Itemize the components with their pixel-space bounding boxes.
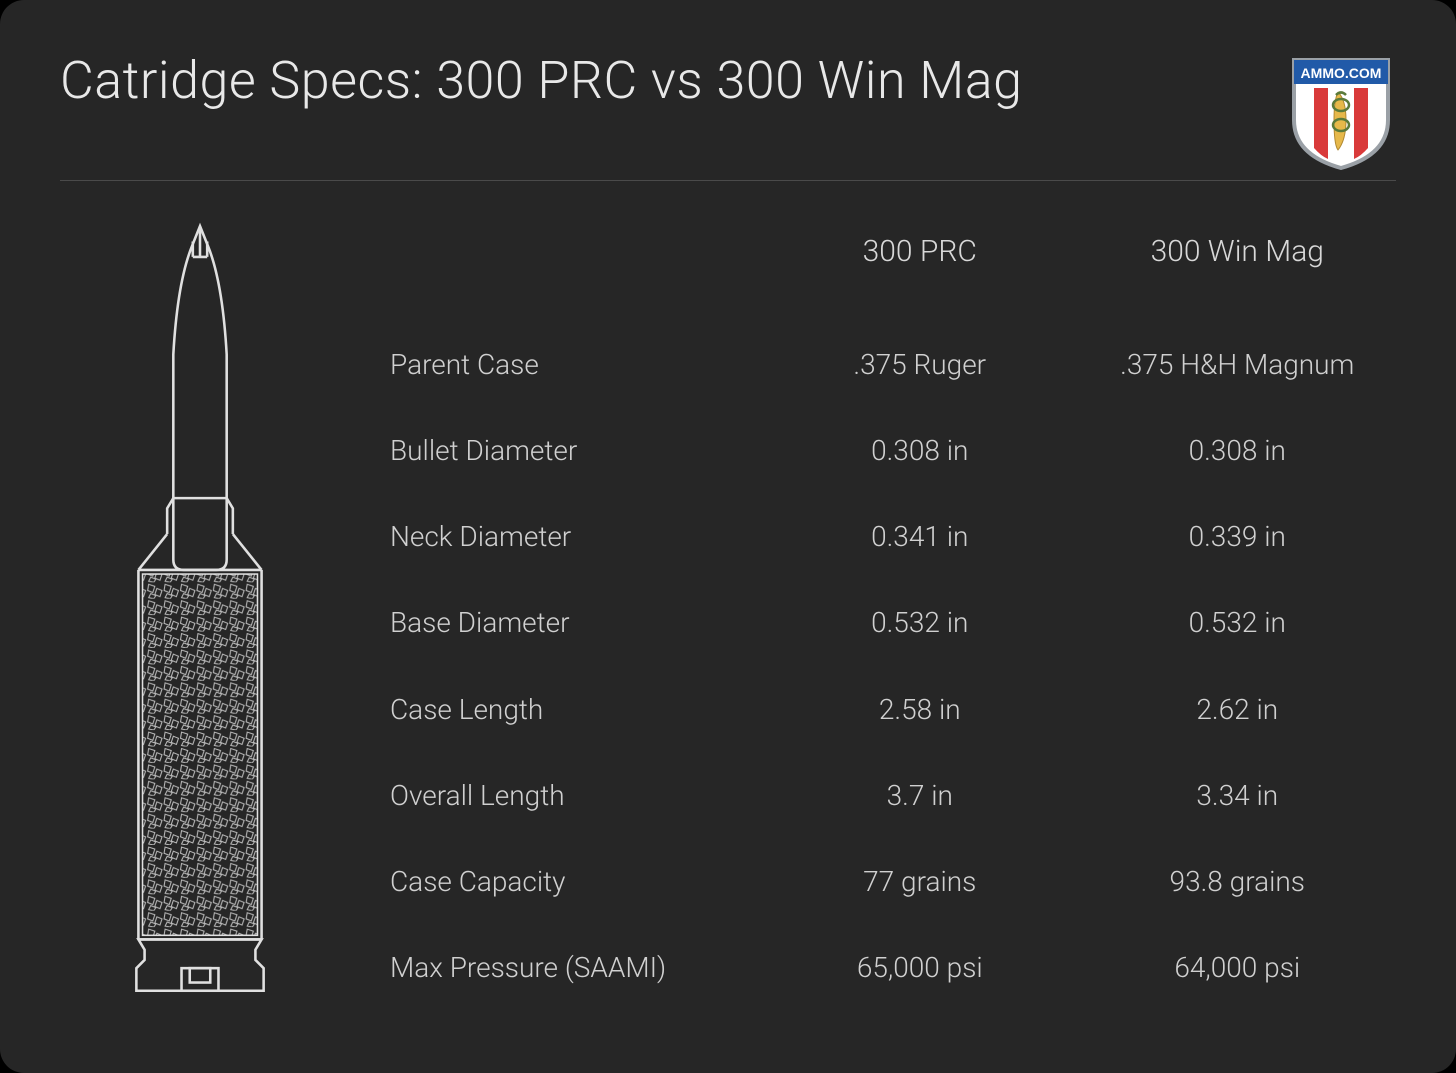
- table-row: Parent Case .375 Ruger .375 H&H Magnum: [380, 321, 1396, 407]
- row-label: Neck Diameter: [380, 520, 761, 553]
- cell: 93.8 grains: [1079, 865, 1397, 898]
- cell: 0.532 in: [761, 606, 1079, 639]
- cell: 3.7 in: [761, 779, 1079, 812]
- cell: 77 grains: [761, 865, 1079, 898]
- specs-table: 300 PRC 300 Win Mag Parent Case .375 Rug…: [380, 211, 1396, 1011]
- row-label: Bullet Diameter: [380, 434, 761, 467]
- table-row: Bullet Diameter 0.308 in 0.308 in: [380, 407, 1396, 493]
- page-title: Catridge Specs: 300 PRC vs 300 Win Mag: [60, 50, 1022, 111]
- cell: 2.58 in: [761, 693, 1079, 726]
- cell: 65,000 psi: [761, 951, 1079, 984]
- column-header-2: 300 Win Mag: [1079, 234, 1397, 269]
- ammo-logo: AMMO.COM: [1286, 50, 1396, 170]
- table-row: Max Pressure (SAAMI) 65,000 psi 64,000 p…: [380, 925, 1396, 1011]
- cell: 0.308 in: [761, 434, 1079, 467]
- row-label: Parent Case: [380, 348, 761, 381]
- infographic-card: Catridge Specs: 300 PRC vs 300 Win Mag A…: [0, 0, 1456, 1073]
- content-area: 300 PRC 300 Win Mag Parent Case .375 Rug…: [60, 211, 1396, 1011]
- cell: 3.34 in: [1079, 779, 1397, 812]
- cell: 0.532 in: [1079, 606, 1397, 639]
- table-row: Overall Length 3.7 in 3.34 in: [380, 752, 1396, 838]
- row-label: Case Capacity: [380, 865, 761, 898]
- cell: 0.339 in: [1079, 520, 1397, 553]
- table-row: Neck Diameter 0.341 in 0.339 in: [380, 494, 1396, 580]
- table-row: Case Length 2.58 in 2.62 in: [380, 666, 1396, 752]
- cartridge-icon: [95, 221, 305, 1001]
- row-label: Case Length: [380, 693, 761, 726]
- row-label: Base Diameter: [380, 606, 761, 639]
- cell: 0.341 in: [761, 520, 1079, 553]
- table-header: 300 PRC 300 Win Mag: [380, 211, 1396, 291]
- cell: .375 H&H Magnum: [1079, 348, 1397, 381]
- header-divider: [60, 180, 1396, 181]
- table-row: Base Diameter 0.532 in 0.532 in: [380, 580, 1396, 666]
- logo-text: AMMO.COM: [1301, 65, 1382, 81]
- row-label: Overall Length: [380, 779, 761, 812]
- cell: 0.308 in: [1079, 434, 1397, 467]
- shield-logo-icon: AMMO.COM: [1286, 50, 1396, 170]
- column-header-1: 300 PRC: [761, 234, 1079, 269]
- cartridge-illustration: [60, 211, 340, 1011]
- row-label: Max Pressure (SAAMI): [380, 951, 761, 984]
- cell: 64,000 psi: [1079, 951, 1397, 984]
- table-row: Case Capacity 77 grains 93.8 grains: [380, 839, 1396, 925]
- header: Catridge Specs: 300 PRC vs 300 Win Mag A…: [60, 50, 1396, 170]
- cell: .375 Ruger: [761, 348, 1079, 381]
- cell: 2.62 in: [1079, 693, 1397, 726]
